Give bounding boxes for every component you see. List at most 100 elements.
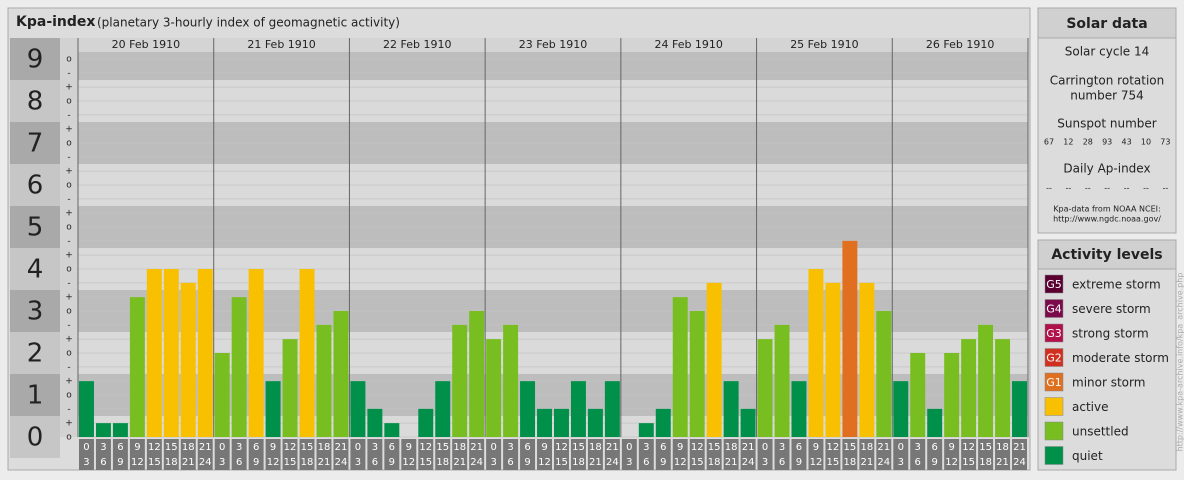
hour-cell (604, 439, 620, 470)
hour-start: 18 (453, 442, 466, 453)
hour-cell (503, 439, 519, 470)
hour-end: 21 (318, 457, 331, 468)
hour-start: 12 (284, 442, 297, 453)
hour-end: 15 (284, 457, 297, 468)
ap-label: Daily Ap-index (1063, 162, 1150, 176)
hour-start: 9 (270, 442, 276, 453)
bar (469, 311, 485, 437)
legend-name: minor storm (1072, 376, 1145, 390)
minor-tick-label: + (65, 167, 73, 177)
y-label-band (10, 164, 60, 206)
hour-cell (112, 439, 128, 470)
y-tick-label: 4 (27, 255, 44, 285)
minor-tick-label: o (66, 307, 72, 317)
bar (95, 423, 111, 437)
minor-tick-label: + (65, 419, 73, 429)
hour-start: 15 (844, 442, 857, 453)
bar (587, 408, 603, 437)
sunspot-number: 73 (1160, 138, 1170, 147)
hour-start: 3 (372, 442, 378, 453)
hour-cell (231, 439, 247, 470)
bar (978, 324, 994, 437)
hour-end: 12 (945, 457, 958, 468)
minor-tick-label: - (67, 68, 70, 78)
carrington: number 754 (1070, 89, 1144, 103)
hour-cell (757, 439, 773, 470)
hour-end: 9 (932, 457, 938, 468)
y-tick-label: 9 (27, 45, 44, 75)
hour-end: 15 (148, 457, 161, 468)
solar-cycle: Solar cycle 14 (1065, 45, 1150, 59)
hour-cell (859, 439, 875, 470)
bar (638, 423, 654, 437)
hour-cell (893, 439, 909, 470)
hour-end: 24 (877, 457, 890, 468)
minor-tick-label: o (66, 181, 72, 191)
minor-tick-label: + (65, 251, 73, 261)
minor-tick-label: - (67, 278, 70, 288)
hour-cell (638, 439, 654, 470)
legend-name: strong storm (1072, 327, 1149, 341)
hour-cell (995, 439, 1011, 470)
hour-cell (486, 439, 502, 470)
date-header (620, 38, 757, 52)
hour-start: 3 (236, 442, 242, 453)
hour-start: 12 (962, 442, 975, 453)
bar (248, 269, 264, 437)
bar (452, 324, 468, 437)
hour-start: 18 (996, 442, 1009, 453)
y-tick-label: 2 (27, 339, 44, 369)
hour-cell (435, 439, 451, 470)
minor-tick-label: + (65, 293, 73, 303)
hour-start: 9 (677, 442, 683, 453)
sunspot-number: 43 (1122, 138, 1132, 147)
bar (214, 353, 230, 437)
hour-start: 15 (436, 442, 449, 453)
legend-name: unsettled (1072, 425, 1129, 439)
source-note: Kpa-data from NOAA NCEI: (1053, 205, 1160, 214)
bar (757, 339, 773, 437)
bar (435, 381, 451, 437)
minor-tick-label: - (67, 152, 70, 162)
y-label-band (10, 38, 60, 80)
hour-end: 3 (83, 457, 89, 468)
hour-start: 6 (524, 442, 530, 453)
minor-tick-label: - (67, 362, 70, 372)
date-label: 23 Feb 1910 (519, 38, 587, 51)
hour-start: 21 (470, 442, 483, 453)
hour-start: 3 (915, 442, 921, 453)
hour-cell (978, 439, 994, 470)
y-label-band (10, 416, 60, 458)
hour-start: 15 (979, 442, 992, 453)
hour-cell (129, 439, 145, 470)
bar (995, 339, 1011, 437)
hour-end: 6 (915, 457, 921, 468)
hour-cell (384, 439, 400, 470)
legend-name: moderate storm (1072, 351, 1169, 365)
hour-start: 21 (1013, 442, 1026, 453)
bar (1012, 381, 1027, 437)
hour-start: 21 (742, 442, 755, 453)
carrington: Carrington rotation (1050, 74, 1164, 88)
chart-subtitle: (planetary 3-hourly index of geomagnetic… (97, 16, 400, 30)
hour-start: 12 (555, 442, 568, 453)
sunspot-number: 67 (1044, 138, 1054, 147)
bar (723, 381, 739, 437)
y-tick-label: 1 (27, 381, 44, 411)
legend-swatch (1044, 446, 1064, 465)
bar (180, 282, 196, 437)
bar (384, 423, 400, 437)
bar (570, 381, 586, 437)
hour-end: 21 (860, 457, 873, 468)
hour-cell (197, 439, 213, 470)
date-header (78, 38, 214, 52)
hour-end: 9 (660, 457, 666, 468)
minor-tick-label: - (67, 236, 70, 246)
hour-end: 6 (236, 457, 242, 468)
hour-cell (808, 439, 824, 470)
hour-end: 18 (436, 457, 449, 468)
bar (876, 311, 892, 437)
hour-start: 0 (83, 442, 89, 453)
hour-cell (520, 439, 536, 470)
ap-value: -- (1046, 184, 1052, 193)
